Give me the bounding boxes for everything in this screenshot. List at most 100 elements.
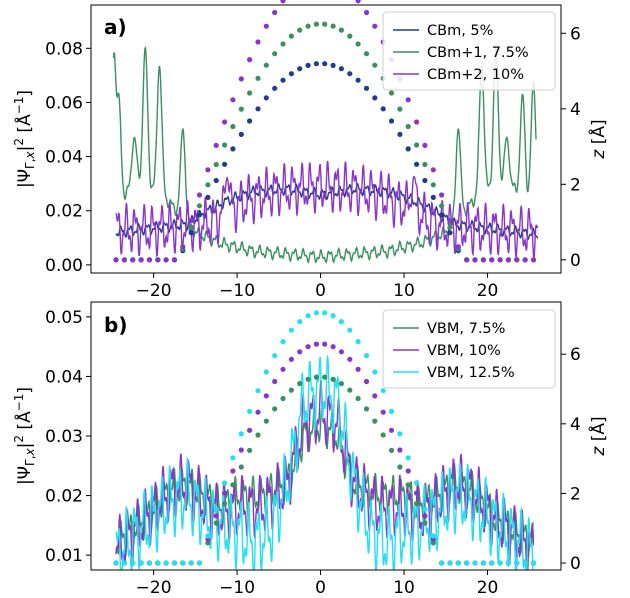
atom-dot	[530, 560, 537, 566]
atom-dot	[297, 27, 303, 33]
atom-dot	[155, 257, 161, 263]
atom-dot	[255, 388, 261, 394]
atom-dot	[130, 257, 136, 263]
atom-dot	[439, 560, 445, 566]
atom-dot	[322, 21, 328, 27]
atom-dot	[196, 203, 203, 209]
atom-dot	[230, 482, 236, 488]
atom-dot	[222, 501, 228, 507]
atom-dot	[405, 482, 411, 488]
atom-dot	[171, 560, 178, 566]
atom-dot	[405, 468, 411, 474]
atom-dot	[355, 366, 361, 372]
atom-dot	[213, 506, 219, 512]
atom-dot	[247, 427, 253, 433]
atom-dot	[213, 513, 219, 519]
atom-dot	[455, 560, 461, 566]
atom-dot	[230, 468, 236, 474]
atom-dot	[205, 194, 211, 200]
atom-dot	[255, 409, 261, 415]
panel-a-lines	[112, 45, 539, 264]
atom-dot	[272, 406, 278, 412]
atom-dot	[247, 118, 253, 124]
y2-tick-label: 0	[570, 251, 581, 271]
panel-b-dots	[113, 310, 537, 566]
atom-dot	[380, 388, 386, 394]
panel-a-ticks: −20 −10 0 10 20 0.00 0.02 0.04 0.06 0.08 0 2 4 6	[45, 24, 581, 301]
atom-dot	[305, 344, 311, 350]
atom-dot	[330, 313, 336, 319]
atom-dot	[464, 560, 470, 566]
panel-a-dots	[113, 0, 537, 263]
atom-dot	[480, 560, 486, 566]
atom-dot	[297, 319, 303, 325]
atom-dot	[188, 224, 194, 230]
atom-dot	[338, 27, 344, 33]
atom-dot	[489, 560, 495, 566]
atom-dot	[363, 353, 370, 359]
atom-dot	[205, 167, 211, 173]
x-tick-label: 0	[315, 578, 326, 598]
panel-a-y2label: z [Å]	[587, 119, 609, 159]
atom-dot	[414, 480, 420, 486]
legend-box	[382, 309, 556, 389]
atom-dot	[130, 560, 136, 566]
atom-dot	[297, 66, 303, 72]
atom-dot	[155, 560, 161, 566]
atom-dot	[422, 520, 428, 526]
atom-dot	[372, 95, 378, 101]
atom-dot	[313, 341, 319, 347]
y2-tick-label: 4	[570, 100, 581, 120]
atom-dot	[205, 182, 211, 188]
y2-tick-label: 6	[570, 345, 581, 365]
atom-dot	[388, 118, 395, 124]
atom-dot	[305, 376, 311, 382]
atom-dot	[305, 313, 311, 319]
atom-dot	[397, 464, 403, 470]
atom-dot	[355, 0, 361, 4]
atom-dot	[355, 77, 361, 83]
atom-dot	[505, 560, 511, 566]
y2-tick-label: 4	[570, 415, 581, 435]
series-line-3	[115, 355, 534, 570]
atom-dot	[247, 408, 253, 414]
atom-dot	[363, 378, 370, 385]
atom-dot	[338, 349, 344, 355]
atom-dot	[439, 192, 445, 198]
atom-dot	[313, 310, 319, 316]
atom-dot	[338, 319, 344, 325]
atom-dot	[222, 480, 228, 486]
atom-dot	[213, 161, 219, 168]
atom-dot	[230, 455, 236, 461]
atom-dot	[247, 90, 253, 96]
atom-dot	[430, 182, 436, 188]
atom-dot	[255, 75, 261, 81]
atom-dot	[238, 431, 244, 437]
atom-dot	[255, 106, 261, 112]
panel-a-axes-frame	[90, 4, 562, 274]
atom-dot	[447, 230, 453, 236]
atom-dot	[422, 513, 428, 519]
atom-dot	[363, 51, 370, 57]
atom-dot	[313, 374, 319, 380]
atom-dot	[196, 560, 203, 566]
x-tick-label: 10	[393, 281, 415, 301]
atom-dot	[414, 119, 420, 125]
atom-dot	[522, 560, 528, 566]
atom-dot	[113, 560, 119, 566]
atom-dot	[146, 257, 152, 263]
atom-dot	[405, 97, 411, 103]
atom-dot	[322, 341, 328, 347]
atom-dot	[313, 21, 319, 27]
atom-dot	[422, 506, 428, 512]
atom-dot	[514, 560, 520, 566]
y-tick-label: 0.02	[45, 487, 83, 507]
atom-dot	[230, 97, 236, 103]
atom-dot	[447, 218, 453, 224]
atom-dot	[330, 344, 336, 350]
y-tick-label: 0.05	[45, 308, 83, 328]
series-line-3	[115, 160, 539, 260]
atom-dot	[247, 447, 253, 453]
atom-dot	[372, 23, 378, 29]
atom-dot	[464, 257, 470, 263]
